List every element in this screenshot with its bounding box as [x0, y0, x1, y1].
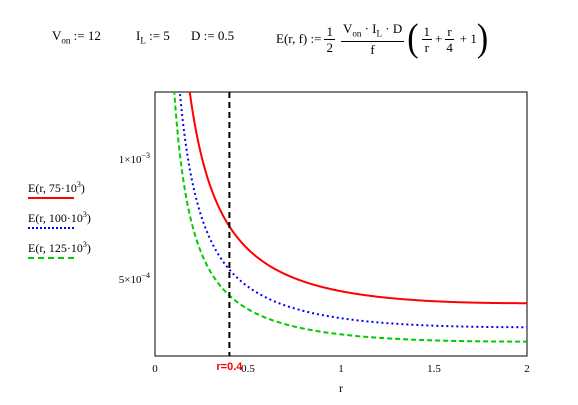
- legend-entry-125k: E(r, 125·103): [28, 240, 91, 259]
- x-tick-label: 2: [524, 363, 530, 375]
- legend-label-args: r, 100·10: [39, 211, 83, 225]
- legend-label-exp: 3: [76, 180, 81, 189]
- energy-equation: E(r, f) := 1 2 Von · IL · D f ( 1 r + r …: [276, 14, 488, 64]
- v-on-assign: :=: [70, 28, 88, 43]
- legend-swatch-blue: [28, 227, 74, 229]
- numerator-i: · I: [361, 20, 377, 36]
- legend-label-prefix: E: [28, 211, 36, 225]
- y-tick-label: 5×10−4: [119, 271, 150, 286]
- term2-fraction: r 4: [445, 23, 454, 55]
- x-tick-label: 0: [152, 363, 158, 375]
- legend-entry-100k: E(r, 100·103): [28, 210, 91, 229]
- equation-lhs: E(r, f) :=: [276, 31, 322, 46]
- close-paren: ): [476, 17, 489, 60]
- term1-denominator: r: [424, 39, 429, 55]
- d-definition: D := 0.5: [191, 28, 234, 44]
- d-name: D: [191, 28, 201, 43]
- i-l-value: 5: [163, 28, 170, 43]
- v-on-subscript: on: [61, 35, 71, 46]
- i-l-assign: :=: [145, 28, 164, 43]
- marker-layer: r=0.4: [216, 92, 243, 373]
- plot-frame: [154, 91, 528, 357]
- main-fraction: Von · IL · D f: [340, 20, 405, 58]
- plus-sign-1: +: [435, 31, 443, 46]
- main-denominator: f: [370, 42, 375, 58]
- series-layer: [173, 92, 527, 343]
- legend-label-args: r, 75·10: [39, 181, 77, 195]
- legend-label-exp: 3: [82, 210, 87, 219]
- series-line-2: [173, 92, 527, 343]
- legend-label-args: r, 125·10: [39, 241, 83, 255]
- numerator-v-sub: on: [352, 28, 362, 39]
- legend-swatch-red: [28, 197, 74, 199]
- i-l-definition: IL := 5: [136, 28, 170, 46]
- i-l-name: I: [136, 28, 141, 43]
- half-fraction: 1 2: [324, 24, 335, 55]
- term1-numerator: 1: [421, 23, 433, 40]
- plus-one: + 1: [459, 31, 477, 46]
- term2-numerator: r: [445, 23, 454, 40]
- d-assign: :=: [200, 28, 218, 43]
- y-tick-label: 1×10−3: [119, 151, 150, 166]
- half-denominator: 2: [326, 39, 333, 55]
- term2-denominator: 4: [446, 39, 453, 55]
- series-line-1: [178, 92, 527, 329]
- numerator-d: · D: [382, 20, 403, 36]
- half-numerator: 1: [324, 23, 335, 40]
- legend-label-exp: 3: [82, 240, 87, 249]
- legend-swatch-green: [28, 257, 74, 259]
- series-line-0: [188, 92, 527, 305]
- v-on-value: 12: [87, 28, 101, 43]
- i-l-subscript: L: [140, 35, 146, 46]
- x-axis-label: r: [339, 381, 343, 395]
- legend-entry-75k: E(r, 75·103): [28, 180, 85, 199]
- legend-label-prefix: E: [28, 181, 36, 195]
- marker-label: r=0.4: [216, 361, 243, 373]
- x-tick-layer: 0 0.5 1 1.5 2: [152, 363, 530, 375]
- term1-fraction: 1 r: [421, 23, 433, 55]
- v-on-name: V: [52, 28, 62, 43]
- x-tick-label: 1.5: [427, 363, 441, 375]
- main-numerator: Von · IL · D: [340, 20, 405, 43]
- d-value: 0.5: [217, 28, 235, 43]
- numerator-v: V: [342, 20, 353, 36]
- y-tick-layer: 1×10−3 5×10−4: [119, 151, 150, 286]
- numerator-i-sub: L: [376, 28, 383, 39]
- open-paren: (: [407, 17, 419, 60]
- x-tick-label: 0.5: [241, 363, 255, 375]
- legend-label-prefix: E: [28, 241, 36, 255]
- v-on-definition: Von := 12: [52, 28, 101, 46]
- x-tick-label: 1: [338, 363, 344, 375]
